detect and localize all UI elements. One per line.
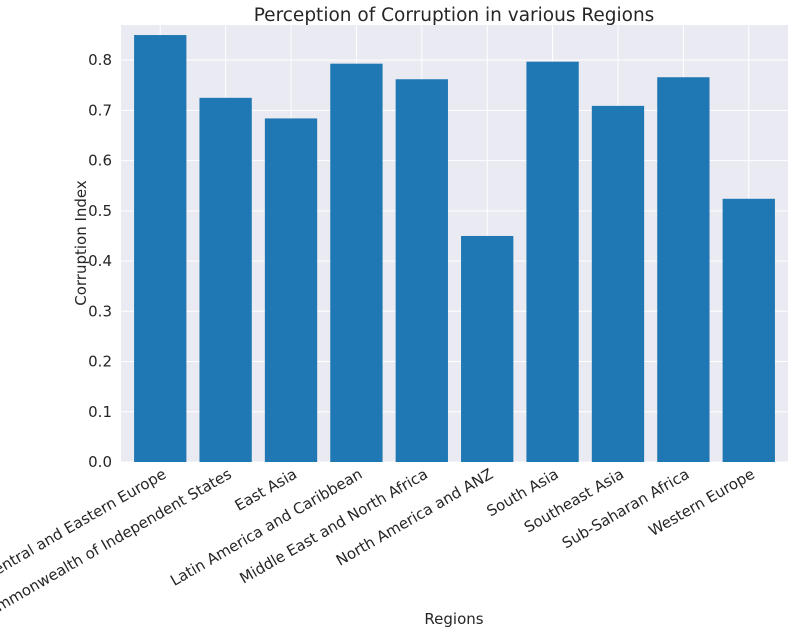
y-tick-label: 0.7 xyxy=(88,101,112,119)
bar xyxy=(461,235,514,462)
bar xyxy=(395,79,448,462)
bar xyxy=(330,63,383,463)
chart-title: Perception of Corruption in various Regi… xyxy=(254,5,655,26)
bar xyxy=(722,198,775,462)
bar xyxy=(199,97,252,462)
y-tick-label: 0.0 xyxy=(88,453,112,471)
y-tick-labels: 0.0 0.1 0.2 0.3 0.4 0.5 0.6 0.7 0.8 xyxy=(88,51,112,471)
bar xyxy=(657,77,710,463)
bar xyxy=(591,105,645,462)
y-tick-label: 0.3 xyxy=(88,302,112,320)
x-axis-label: Regions xyxy=(424,610,483,628)
y-tick-label: 0.5 xyxy=(88,202,112,220)
bars xyxy=(134,35,775,463)
y-tick-label: 0.4 xyxy=(88,252,112,270)
y-tick-label: 0.1 xyxy=(88,403,112,421)
y-tick-label: 0.2 xyxy=(88,353,112,371)
bar xyxy=(264,118,318,463)
y-axis-label: Corruption Index xyxy=(72,180,90,306)
bar xyxy=(134,35,187,462)
y-tick-label: 0.8 xyxy=(88,51,112,69)
bar xyxy=(526,61,579,462)
y-tick-label: 0.6 xyxy=(88,152,112,170)
